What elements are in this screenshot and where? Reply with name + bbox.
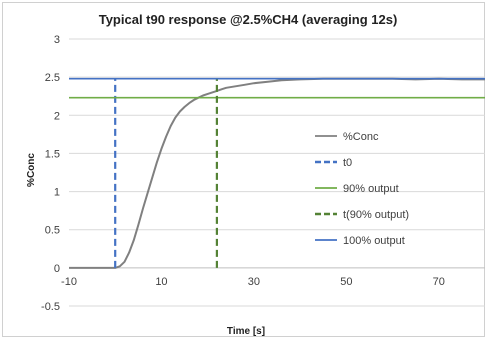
x-tick-label: 50 xyxy=(340,276,352,288)
y-tick-label: 2.5 xyxy=(45,72,60,84)
x-tick-label: -10 xyxy=(61,276,77,288)
y-axis-tick-labels: -0.5 0 0.5 1 1.5 2 2.5 3 xyxy=(41,34,60,313)
chart-title: Typical t90 response @2.5%CH4 (averaging… xyxy=(99,12,398,27)
x-tick-label: 10 xyxy=(155,276,167,288)
x-tick-label: 70 xyxy=(433,276,445,288)
y-tick-label: 1.5 xyxy=(45,148,60,160)
y-tick-label: 0.5 xyxy=(45,225,60,237)
legend-label: 100% output xyxy=(343,235,405,247)
chart-frame: Typical t90 response @2.5%CH4 (averaging… xyxy=(2,2,485,337)
plot-series xyxy=(69,77,485,269)
y-tick-label: 0 xyxy=(54,263,60,275)
legend-label: 90% output xyxy=(343,183,399,195)
x-axis-title: Time [s] xyxy=(227,326,265,337)
legend-label: %Conc xyxy=(343,131,379,143)
y-axis-title: %Conc xyxy=(26,153,37,187)
y-tick-label: 1 xyxy=(54,187,60,199)
x-axis-tick-labels: -10 10 30 50 70 xyxy=(61,276,445,288)
legend: %Conc t0 90% output t(90% output) 100% outpu… xyxy=(315,131,409,247)
chart-svg: Typical t90 response @2.5%CH4 (averaging… xyxy=(26,12,485,337)
y-tick-label: 2 xyxy=(54,110,60,122)
x-tick-label: 30 xyxy=(248,276,260,288)
series-conc xyxy=(69,77,485,269)
y-tick-label: 3 xyxy=(54,34,60,46)
gridlines xyxy=(69,38,485,307)
y-tick-label: -0.5 xyxy=(41,301,60,313)
legend-label: t(90% output) xyxy=(343,209,409,221)
legend-label: t0 xyxy=(343,157,352,169)
